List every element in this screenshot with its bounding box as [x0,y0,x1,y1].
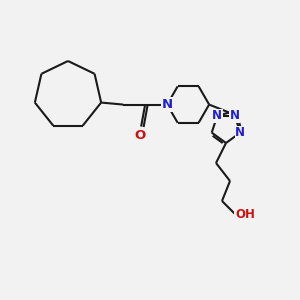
Text: N: N [162,98,173,111]
Text: OH: OH [235,208,255,221]
Text: N: N [212,110,222,122]
Text: O: O [134,129,146,142]
Text: N: N [235,126,245,139]
Text: N: N [230,110,240,122]
